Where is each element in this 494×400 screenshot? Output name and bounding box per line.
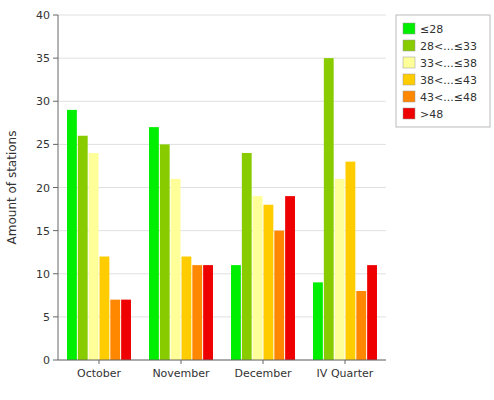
grid (58, 15, 386, 360)
x-tick-label: November (152, 367, 210, 380)
x-tick-label: December (234, 367, 292, 380)
y-tick (53, 58, 58, 59)
y-tick-label: 25 (36, 138, 50, 151)
grid-line (58, 15, 386, 16)
y-tick-label: 30 (36, 95, 50, 108)
bars (67, 58, 377, 360)
x-tick-label: October (77, 367, 121, 380)
legend-swatch (403, 91, 415, 102)
y-tick (53, 187, 58, 188)
bar (192, 265, 202, 360)
legend-label: >48 (420, 108, 443, 121)
grid-line (58, 58, 386, 59)
y-tick-label: 5 (43, 311, 50, 324)
bar (160, 144, 170, 360)
bar (264, 205, 274, 360)
bar (203, 265, 213, 360)
bar (171, 179, 181, 360)
y-tick-label: 15 (36, 225, 50, 238)
legend-label: 38<...≤43 (420, 74, 477, 87)
legend-swatch (403, 57, 415, 68)
bar (285, 196, 295, 360)
bar (324, 58, 334, 360)
x-tick (99, 360, 100, 364)
legend-label: 33<...≤38 (420, 57, 477, 70)
bar (149, 127, 159, 360)
bar (274, 231, 284, 360)
legend-frame (396, 15, 490, 127)
legend: ≤28 28<...≤33 33<...≤38 38<...≤43 43<...≤48 >… (396, 15, 490, 127)
y-tick-label: 20 (36, 182, 50, 195)
legend-swatch (403, 23, 415, 34)
grid-line (58, 144, 386, 145)
bar (67, 110, 77, 360)
legend-label: 43<...≤48 (420, 91, 477, 104)
bar (182, 257, 192, 361)
bar (335, 179, 345, 360)
bar (242, 153, 252, 360)
y-axis (58, 15, 59, 360)
legend-swatch (403, 40, 415, 51)
bar (100, 257, 110, 361)
y-tick-label: 35 (36, 52, 50, 65)
y-tick (53, 101, 58, 102)
y-tick (53, 273, 58, 274)
x-axis (58, 360, 386, 361)
x-tick (345, 360, 346, 364)
bar (231, 265, 241, 360)
bar (313, 282, 323, 360)
legend-label: ≤28 (420, 23, 443, 36)
bar (367, 265, 377, 360)
y-tick (53, 144, 58, 145)
x-tick-label: IV Quarter (317, 367, 374, 380)
bar (356, 291, 366, 360)
y-tick (53, 360, 58, 361)
y-axis-label: Amount of stations (5, 131, 19, 245)
x-tick (181, 360, 182, 364)
y-tick (53, 316, 58, 317)
grid-line (58, 360, 386, 361)
y-tick (53, 15, 58, 16)
grid-line (58, 101, 386, 102)
y-tick-label: 10 (36, 268, 50, 281)
x-tick (263, 360, 264, 364)
legend-label: 28<...≤33 (420, 40, 477, 53)
y-tick-label: 40 (36, 9, 50, 22)
bar (121, 300, 131, 360)
bar (89, 153, 99, 360)
legend-swatch (403, 108, 415, 119)
bar (346, 162, 356, 360)
y-tick-label: 0 (43, 354, 50, 367)
bar (78, 136, 88, 360)
bar (110, 300, 120, 360)
legend-swatch (403, 74, 415, 85)
bar (253, 196, 263, 360)
y-tick (53, 230, 58, 231)
chart: 0 5 10 15 20 25 30 35 40 October November December I… (0, 0, 494, 400)
